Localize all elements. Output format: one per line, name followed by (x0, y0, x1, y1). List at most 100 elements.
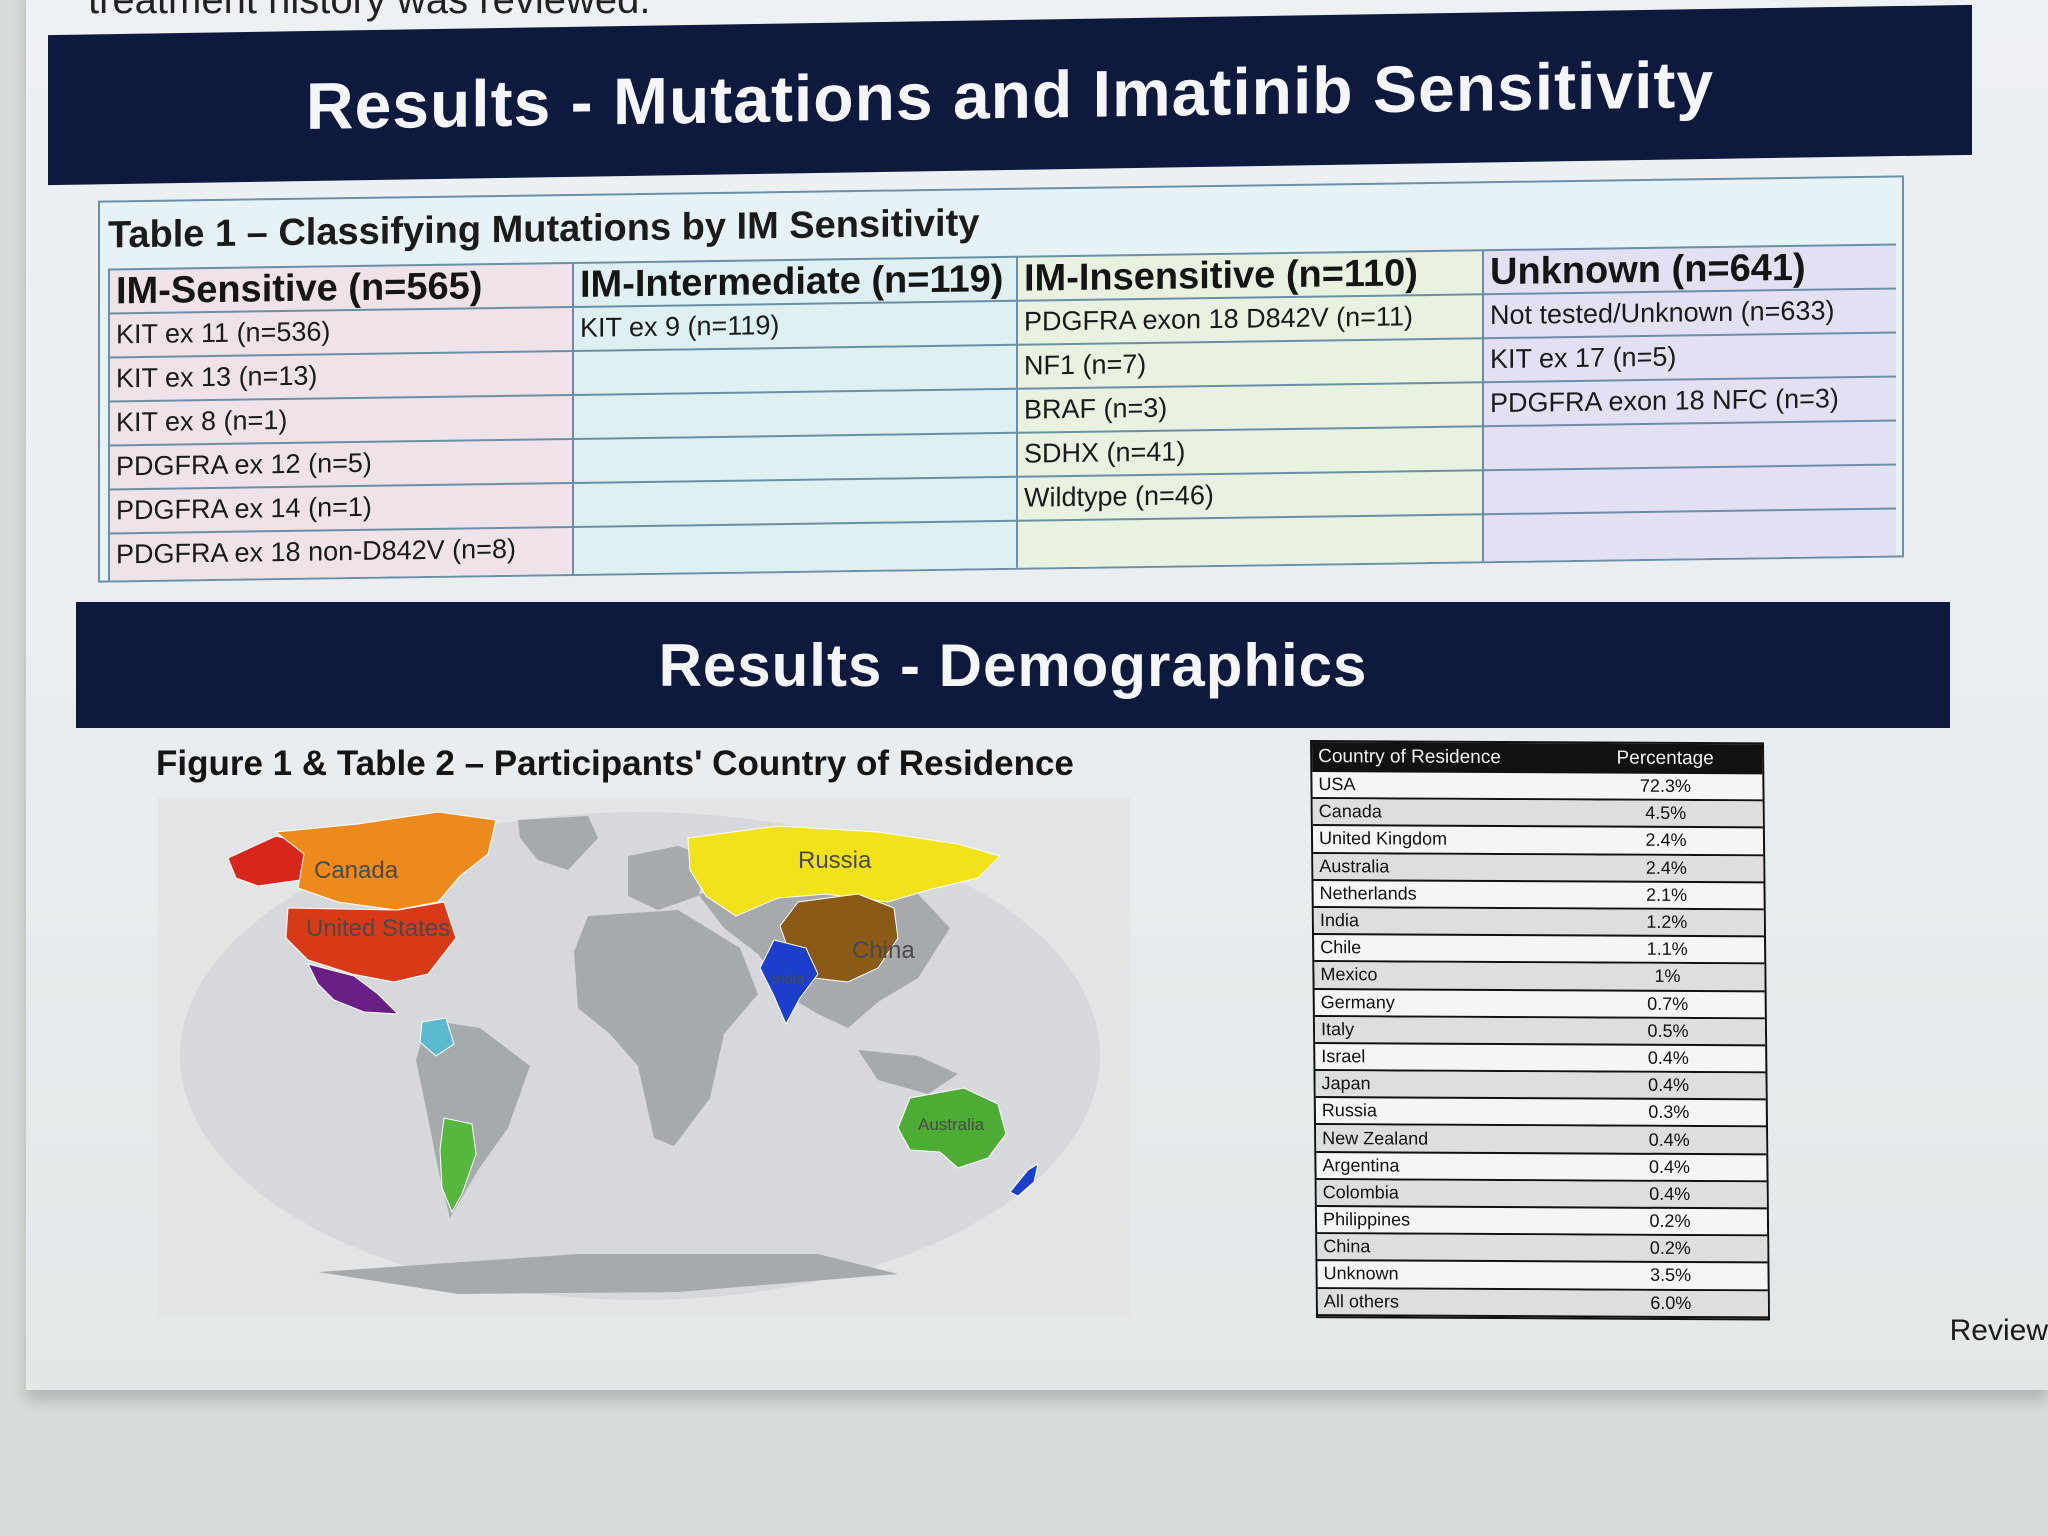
table-cell: PDGFRA exon 18 NFC (n=3) (1484, 377, 1896, 428)
russia-shape (687, 825, 1001, 917)
review-text-fragment: Review (1949, 1314, 2048, 1347)
percentage-cell: 6.0% (1650, 1292, 1692, 1313)
percentage-cell: 0.4% (1647, 1047, 1689, 1068)
table-row: Unknown 3.5% (1317, 1261, 1768, 1291)
country-cell: China (1323, 1236, 1371, 1257)
table2-header-row: Country of Residence Percentage (1312, 742, 1763, 775)
table-cell (574, 389, 1016, 440)
country-cell: United Kingdom (1318, 828, 1448, 850)
country-cell: Colombia (1322, 1181, 1399, 1203)
table-cell: Not tested/Unknown (n=633) (1484, 289, 1896, 340)
table-row: Germany 0.7% (1314, 989, 1765, 1020)
country-cell: Netherlands (1319, 882, 1417, 904)
percentage-cell: 1% (1654, 966, 1681, 987)
country-cell: Canada (1318, 801, 1382, 822)
table-row: China 0.2% (1317, 1234, 1768, 1264)
table-cell: PDGFRA ex 12 (n=5) (110, 439, 572, 491)
table-cell (1484, 465, 1896, 516)
india-shape (759, 939, 819, 1026)
table-row: Argentina 0.4% (1316, 1152, 1767, 1183)
percentage-cell: 0.4% (1649, 1183, 1691, 1204)
percentage-cell: 0.4% (1648, 1129, 1690, 1150)
table-cell: KIT ex 13 (n=13) (110, 351, 572, 403)
country-cell: New Zealand (1322, 1127, 1429, 1149)
country-table: Country of Residence Percentage USA 72.3%… (1310, 740, 1771, 1321)
table-row: Colombia 0.4% (1316, 1179, 1767, 1210)
percentage-cell: 1.2% (1646, 911, 1688, 933)
percentage-cell: 1.1% (1646, 938, 1688, 960)
percentage-cell: 0.5% (1647, 1020, 1689, 1041)
map-label-china: China (852, 937, 915, 964)
country-cell: Australia (1319, 855, 1390, 877)
table-row: Mexico 1% (1314, 962, 1765, 992)
percentage-cell: 2.1% (1645, 884, 1688, 905)
country-cell: Russia (1321, 1100, 1378, 1121)
top-text-fragment: treatment history was reviewed. (88, 0, 651, 22)
world-map: Canada United States Russia China India … (180, 811, 1100, 1300)
greenland-shape (518, 816, 598, 870)
country-cell: Argentina (1322, 1154, 1400, 1176)
country-cell: USA (1318, 774, 1356, 795)
country-cell: India (1319, 910, 1360, 931)
table-cell: PDGFRA ex 14 (n=1) (110, 483, 572, 535)
percentage-cell: 3.5% (1649, 1265, 1692, 1286)
table-cell (1484, 510, 1896, 560)
country-cell: All others (1323, 1290, 1400, 1312)
mutations-table: Table 1 – Classifying Mutations by IM Se… (98, 175, 1904, 583)
col-header: IM-Intermediate (n=119) (574, 255, 1016, 308)
table-cell (1018, 515, 1482, 565)
results-demographics-banner: Results - Demographics (76, 602, 1950, 728)
country-cell: Mexico (1320, 964, 1378, 985)
col-unknown: Unknown (n=641) Not tested/Unknown (n=63… (1482, 243, 1896, 562)
percentage-cell: 0.2% (1649, 1210, 1691, 1232)
table-cell: PDGFRA exon 18 D842V (n=11) (1018, 295, 1482, 346)
percentage-cell: 0.7% (1647, 993, 1689, 1014)
usa-shape (285, 901, 457, 983)
country-cell: Japan (1321, 1073, 1371, 1094)
col-header: Unknown (n=641) (1484, 243, 1896, 296)
table-row: United Kingdom 2.4% (1312, 826, 1764, 856)
col-header-country: Country of Residence (1318, 746, 1501, 769)
table-row: Australia 2.4% (1313, 853, 1764, 884)
table-row: Israel 0.4% (1315, 1043, 1766, 1074)
map-label-united-states: United States (306, 915, 450, 942)
table-row: Chile 1.1% (1314, 935, 1765, 965)
africa-shape (574, 910, 758, 1146)
col-header-percentage: Percentage (1616, 747, 1714, 770)
table-cell: KIT ex 8 (n=1) (110, 395, 572, 447)
percentage-cell: 2.4% (1645, 857, 1687, 878)
table-row: All others 6.0% (1317, 1288, 1769, 1319)
percentage-cell: 4.5% (1645, 803, 1687, 824)
country-cell: Unknown (1323, 1263, 1399, 1284)
col-im-insensitive: IM-Insensitive (n=110) PDGFRA exon 18 D8… (1016, 249, 1482, 568)
table-cell (1484, 421, 1896, 472)
col-header: IM-Insensitive (n=110) (1018, 249, 1482, 302)
figure-title: Figure 1 & Table 2 – Participants' Count… (156, 744, 1074, 783)
table-row: Italy 0.5% (1314, 1016, 1766, 1047)
country-cell: Italy (1320, 1018, 1355, 1040)
percentage-cell: 0.4% (1647, 1074, 1690, 1096)
percentage-cell: 72.3% (1639, 775, 1692, 797)
table-cell: KIT ex 9 (n=119) (574, 301, 1016, 352)
table-cell: KIT ex 11 (n=536) (110, 307, 572, 359)
table2-body: USA 72.3% Canada 4.5% United Kingdom 2.4% Aust… (1312, 772, 1769, 1319)
map-label-russia: Russia (798, 847, 872, 874)
world-map-figure: Canada United States Russia China India … (158, 798, 1130, 1318)
country-cell: Germany (1320, 991, 1395, 1013)
country-cell: Chile (1320, 937, 1362, 958)
table-row: Netherlands 2.1% (1313, 880, 1764, 911)
table-row: New Zealand 0.4% (1316, 1125, 1767, 1156)
table1-title: Table 1 – Classifying Mutations by IM Se… (108, 202, 980, 257)
australia-shape (897, 1087, 1007, 1169)
table-row: Canada 4.5% (1312, 799, 1763, 829)
country-cell: Philippines (1322, 1209, 1411, 1230)
new-zealand-shape (1009, 1162, 1039, 1197)
canada-shape (274, 811, 497, 911)
col-im-intermediate: IM-Intermediate (n=119) KIT ex 9 (n=119) (572, 255, 1016, 574)
percentage-cell: 0.2% (1649, 1238, 1691, 1259)
table-cell (574, 345, 1016, 396)
mexico-shape (307, 963, 400, 1015)
percentage-cell: 0.4% (1648, 1156, 1691, 1177)
table-row: India 1.2% (1313, 907, 1765, 938)
table-row: Philippines 0.2% (1316, 1207, 1768, 1237)
